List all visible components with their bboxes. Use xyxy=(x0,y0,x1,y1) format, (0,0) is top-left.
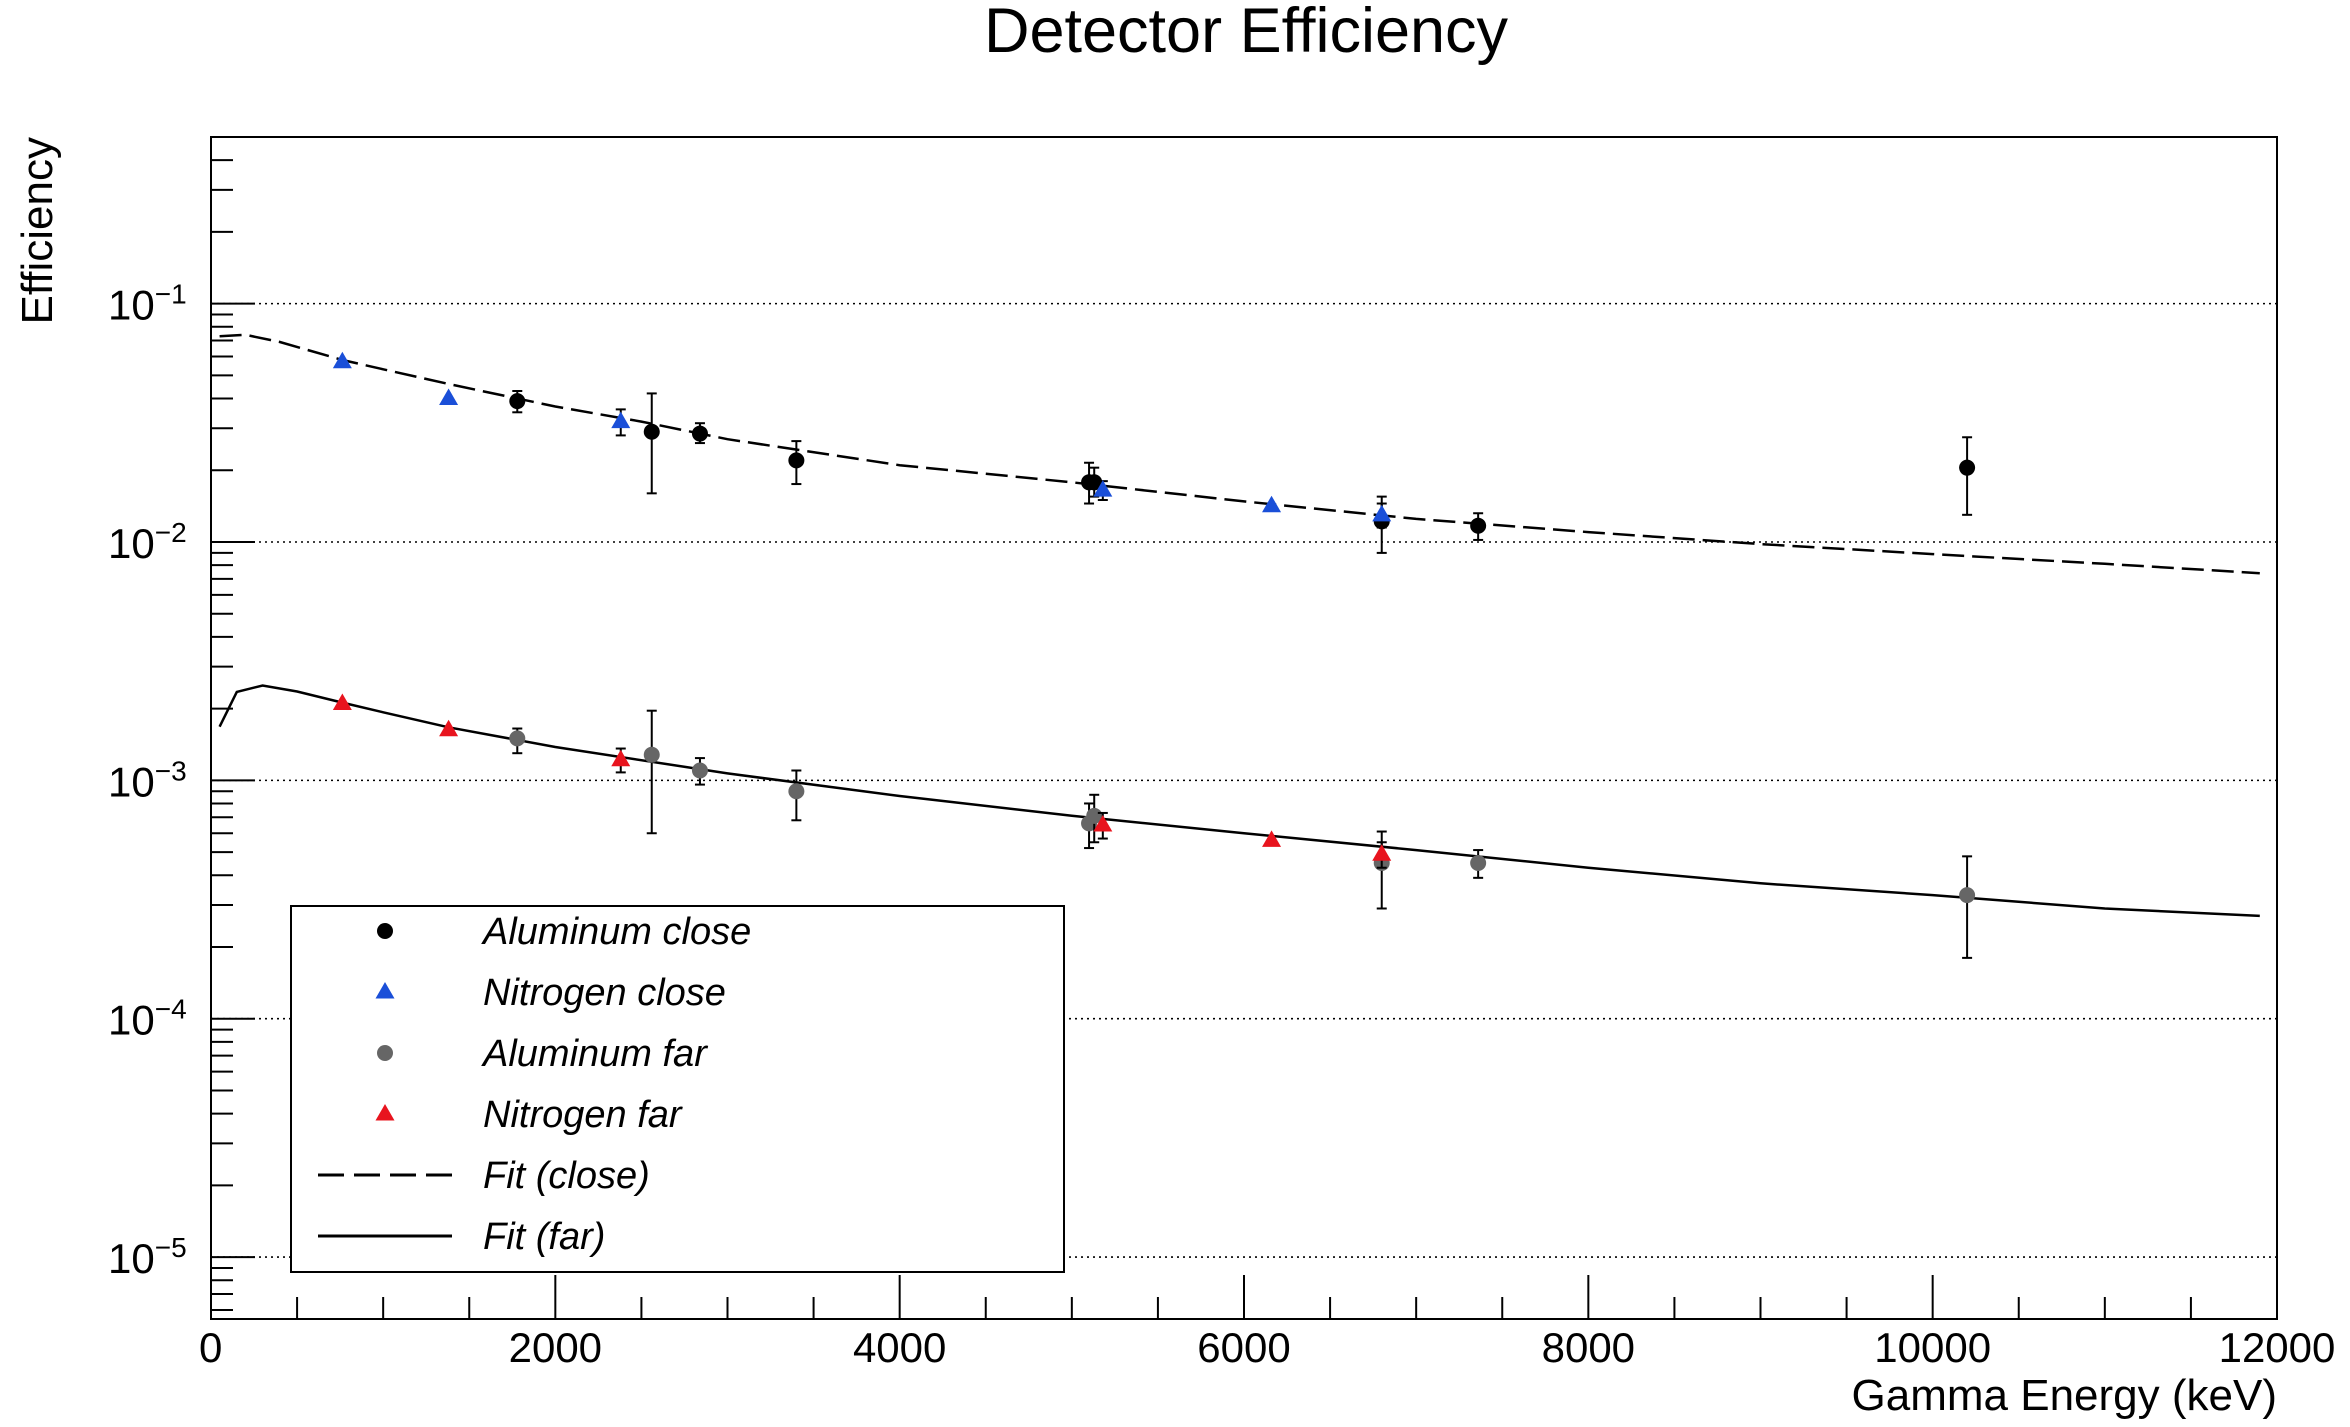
aluminum-far-point xyxy=(1959,887,1976,904)
nitrogen-far-point xyxy=(1372,844,1392,861)
aluminum-close-point xyxy=(1959,459,1976,476)
nitrogen-far-point xyxy=(611,749,631,767)
nitrogen-far-point xyxy=(1093,814,1113,832)
aluminum-close-point xyxy=(1470,517,1487,534)
grid-lines xyxy=(211,302,2277,1258)
legend-symbol-nitrogen-close xyxy=(375,982,395,999)
fit-curves xyxy=(218,333,2260,918)
fit-far-curve xyxy=(218,684,2260,918)
y-tick-label: 10−4 xyxy=(108,994,187,1044)
aluminum-far-point xyxy=(1086,807,1103,824)
aluminum-close-point xyxy=(788,452,805,469)
nitrogen-far-point xyxy=(332,693,352,711)
nitrogen-far-point xyxy=(439,719,459,737)
aluminum-far-point xyxy=(643,746,660,763)
y-tick-label: 10−5 xyxy=(108,1232,187,1282)
nitrogen-close-point xyxy=(332,351,352,369)
data-series xyxy=(332,351,1976,959)
legend: Aluminum close Nitrogen close Aluminum far… xyxy=(290,905,1065,1273)
x-tick-label: 2000 xyxy=(509,1324,602,1371)
nitrogen-close-point xyxy=(1093,480,1113,497)
x-tick-label: 12000 xyxy=(2219,1324,2336,1371)
nitrogen-far-point xyxy=(1262,830,1282,847)
chart-title: Detector Efficiency xyxy=(984,0,1509,66)
y-tick-label: 10−2 xyxy=(108,517,187,567)
fit-close-curve xyxy=(219,333,2260,575)
legend-label: Fit (far) xyxy=(483,1216,605,1258)
legend-label: Nitrogen close xyxy=(483,972,726,1014)
nitrogen-close-point xyxy=(439,388,459,405)
aluminum-close-point xyxy=(643,423,660,440)
x-tick-label: 10000 xyxy=(1874,1324,1991,1371)
x-tick-label: 8000 xyxy=(1542,1324,1635,1371)
nitrogen-close-point xyxy=(1262,495,1282,513)
aluminum-close-point xyxy=(691,425,708,442)
legend-label: Fit (close) xyxy=(483,1155,650,1197)
aluminum-far-point xyxy=(788,783,805,800)
y-axis-title: Efficiency xyxy=(13,137,62,325)
aluminum-far-point xyxy=(1470,855,1487,872)
x-tick-label: 6000 xyxy=(1197,1324,1290,1371)
nitrogen-close-point xyxy=(1372,504,1392,522)
aluminum-close-point xyxy=(1086,474,1103,491)
legend-symbol-aluminum-close xyxy=(377,923,393,939)
legend-box xyxy=(290,905,1065,1273)
legend-label: Aluminum far xyxy=(481,1033,708,1075)
x-tick-label: 4000 xyxy=(853,1324,946,1371)
x-axis-title: Gamma Energy (keV) xyxy=(1852,1371,2277,1420)
axes: 10−1 10−2 10−3 10−4 10−5 0 2000 4000 6000 8000 100… xyxy=(108,136,2336,1371)
legend-symbol-aluminum-far xyxy=(377,1045,393,1061)
x-tick-label: 0 xyxy=(199,1324,222,1371)
legend-label: Nitrogen far xyxy=(483,1094,683,1136)
y-tick-label: 10−3 xyxy=(108,755,187,805)
legend-symbol-nitrogen-far xyxy=(375,1104,395,1121)
aluminum-close-point xyxy=(509,393,526,410)
aluminum-far-point xyxy=(509,730,526,747)
y-tick-label: 10−1 xyxy=(108,279,187,329)
legend-label: Aluminum close xyxy=(481,911,751,953)
aluminum-far-point xyxy=(691,762,708,779)
nitrogen-close-point xyxy=(611,411,631,429)
